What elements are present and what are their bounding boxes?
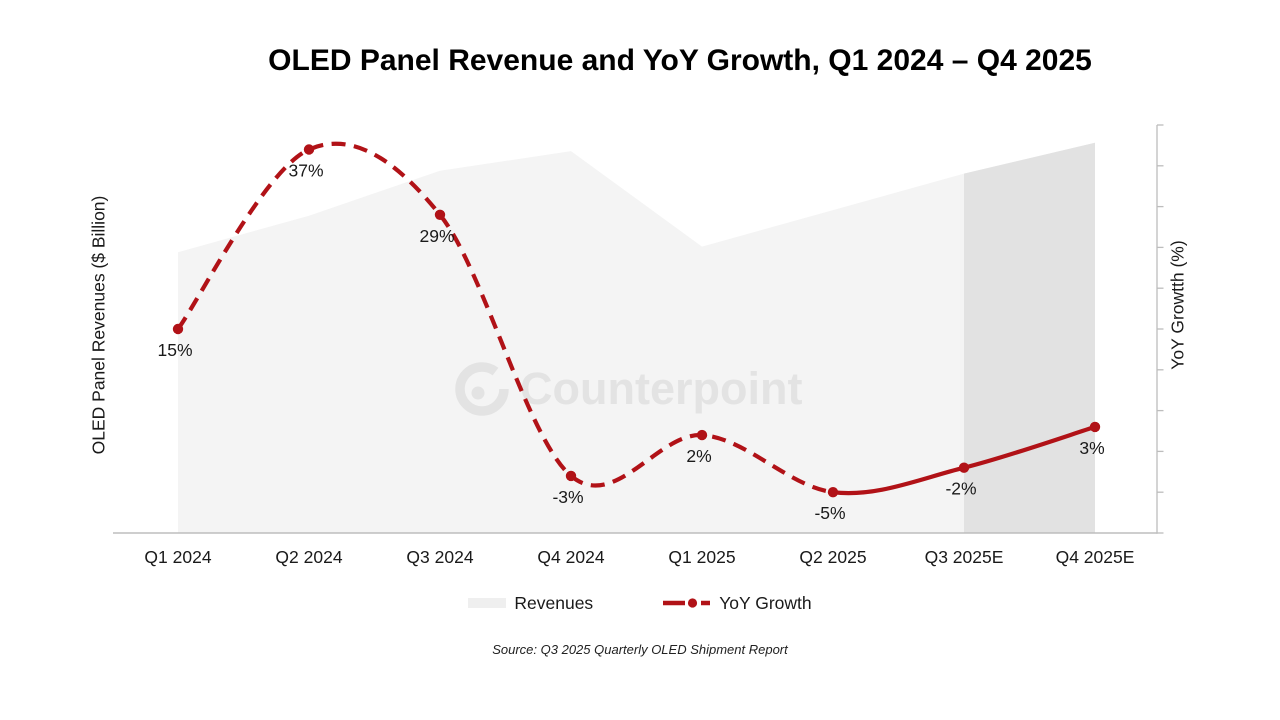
yoy-point-label: 3% <box>1079 438 1104 458</box>
yoy-point-label: -3% <box>552 487 583 507</box>
yoy-point-marker <box>172 323 184 335</box>
forecast-band <box>964 142 1095 533</box>
x-tick-label: Q4 2025E <box>1056 547 1135 567</box>
watermark-text: Counterpoint <box>520 363 802 414</box>
yoy-point-label: 29% <box>419 226 454 246</box>
x-tick-label: Q3 2024 <box>406 547 473 567</box>
yoy-point-label: 37% <box>288 161 323 181</box>
yoy-point-marker <box>1089 421 1101 433</box>
yoy-point-marker <box>565 470 577 482</box>
yoy-point-label: -2% <box>945 479 976 499</box>
legend-label-revenues: Revenues <box>514 592 594 613</box>
legend-item-yoy-growth: YoY Growth <box>663 592 812 614</box>
x-tick-label: Q1 2024 <box>144 547 211 567</box>
x-tick-label: Q2 2025 <box>799 547 866 567</box>
x-tick-label: Q1 2025 <box>668 547 735 567</box>
yoy-point-label: 15% <box>157 340 192 360</box>
yoy-point-marker <box>827 487 839 498</box>
x-tick-label: Q2 2024 <box>275 547 342 567</box>
yoy-point-marker <box>434 209 446 220</box>
revenues-swatch-icon <box>468 598 507 608</box>
source-note: Source: Q3 2025 Quarterly OLED Shipment … <box>492 642 788 657</box>
yoy-point-label: -5% <box>814 503 845 523</box>
watermark-logo-icon <box>455 362 509 416</box>
revenue-area <box>178 142 1095 533</box>
legend-label-yoy-growth: YoY Growth <box>719 592 812 613</box>
watermark-logo-dot-icon <box>471 386 485 400</box>
x-tick-label: Q4 2024 <box>537 547 604 567</box>
legend-item-revenues: Revenues <box>468 593 593 614</box>
chart-title: OLED Panel Revenue and YoY Growth, Q1 20… <box>268 44 1092 77</box>
x-tick-label: Q3 2025E <box>925 547 1004 567</box>
yoy-point-marker <box>696 429 708 441</box>
yoy-point-label: 2% <box>686 446 711 466</box>
yoy-point-marker <box>303 144 315 155</box>
chart-legend: Revenues YoY Growth <box>0 591 1280 615</box>
yoy-point-marker <box>958 462 970 473</box>
yoy-dash-dot-icon <box>663 598 711 608</box>
